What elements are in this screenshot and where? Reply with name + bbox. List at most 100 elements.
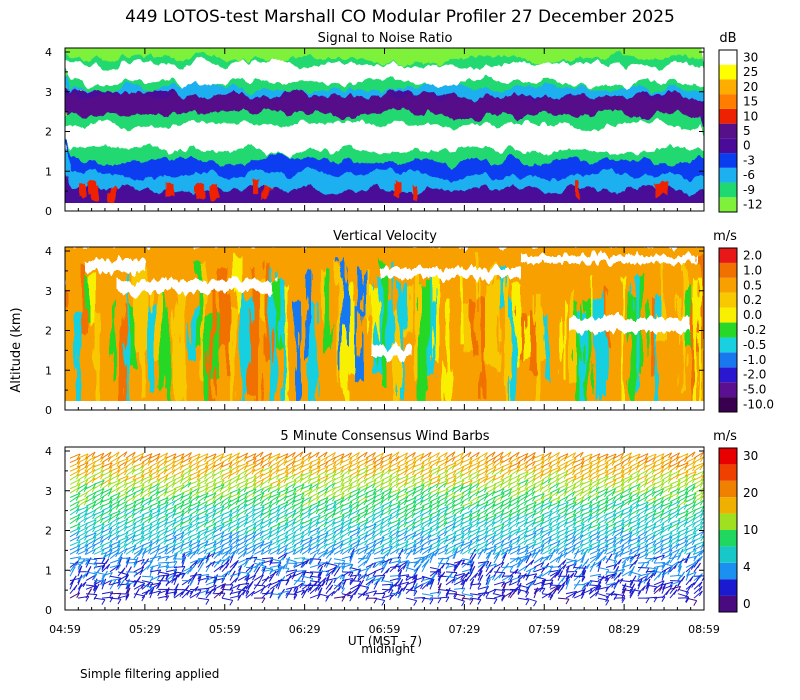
vv-streak — [190, 306, 195, 362]
wind-barb — [437, 488, 449, 494]
wind-barb — [693, 517, 704, 525]
wind-barb — [653, 457, 665, 463]
wind-barb — [589, 523, 601, 529]
wind-barb — [77, 573, 87, 581]
wind-barb — [125, 460, 136, 468]
wind-barb — [205, 453, 217, 459]
colorbar-label: 2.0 — [743, 248, 762, 262]
wind-barb — [205, 469, 216, 477]
figure-title: 449 LOTOS-test Marshall CO Modular Profi… — [125, 7, 675, 27]
vv-streak — [175, 285, 180, 401]
wind-barb — [341, 525, 352, 533]
wind-barb — [181, 578, 192, 586]
wind-barb — [269, 523, 281, 529]
vv-streak — [485, 279, 490, 365]
vv-streak — [280, 279, 285, 401]
wind-barb — [437, 457, 449, 463]
wind-barb — [325, 482, 336, 490]
vv-streak — [420, 286, 425, 401]
wind-barb — [517, 452, 529, 459]
vv-streak — [310, 303, 315, 401]
wind-barb — [285, 492, 297, 498]
colorbar-swatch — [719, 248, 737, 263]
wind-barb — [381, 580, 393, 583]
wind-barb — [677, 510, 689, 516]
wind-barb — [573, 461, 585, 468]
wind-barb — [605, 500, 617, 507]
wind-barb — [277, 471, 289, 477]
wind-barb — [389, 543, 400, 551]
wind-barb — [421, 466, 433, 472]
wind-barb — [389, 505, 401, 512]
wind-barb — [397, 475, 409, 481]
wind-barb — [261, 452, 272, 459]
vv-streak — [150, 304, 155, 393]
wind-barb — [333, 534, 344, 542]
wind-barb — [509, 461, 521, 468]
wind-barb — [373, 544, 385, 551]
wind-barb — [173, 453, 185, 459]
vv-streak — [85, 276, 90, 321]
wind-barb — [629, 483, 641, 490]
wind-barb — [373, 470, 385, 477]
wind-barb — [261, 456, 272, 463]
wind-barb — [277, 453, 289, 459]
wind-barb — [661, 503, 672, 512]
vv-streak — [500, 263, 505, 312]
wind-barb — [661, 501, 673, 507]
wind-barb — [653, 530, 664, 538]
wind-barb — [405, 531, 417, 538]
wind-barb — [445, 577, 456, 586]
colorbar-label: -3 — [743, 153, 755, 167]
wind-barb — [285, 569, 297, 573]
wind-barb — [341, 468, 352, 477]
colorbar-swatch — [719, 562, 737, 580]
wind-barb — [109, 517, 120, 525]
colorbar-swatch — [719, 292, 737, 308]
wind-barb — [669, 574, 682, 577]
wind-barb — [453, 597, 465, 602]
wind-barb — [437, 521, 448, 529]
wind-barb — [453, 572, 465, 577]
wind-barb — [541, 565, 553, 568]
wind-barb — [493, 456, 504, 463]
wind-barb — [285, 464, 296, 472]
wind-barb — [389, 584, 401, 587]
wind-barb — [581, 510, 593, 516]
wind-barb — [181, 452, 192, 459]
wind-barb — [677, 470, 689, 477]
vv-streak — [540, 308, 545, 364]
wind-barb — [437, 596, 449, 599]
wind-barb — [365, 492, 377, 498]
vv-streak — [260, 277, 265, 320]
wind-barb — [133, 536, 145, 542]
wind-barb — [533, 540, 545, 547]
wind-barb — [605, 509, 617, 516]
vv-streak — [395, 311, 400, 401]
wind-barb — [357, 593, 369, 596]
wind-barb — [157, 460, 168, 468]
wind-barb — [533, 567, 545, 573]
wind-barb — [669, 473, 680, 481]
colorbar-label: 1.0 — [743, 263, 762, 277]
wind-barb — [277, 525, 288, 533]
wind-barb — [325, 577, 337, 582]
wind-barb — [237, 588, 249, 592]
wind-barb — [341, 452, 352, 459]
colorbar-label: -0.5 — [743, 338, 766, 352]
wind-barb — [421, 534, 432, 542]
x-tick-label: 04:59 — [49, 623, 81, 636]
wind-barb — [661, 513, 672, 520]
vv-streak — [545, 311, 550, 383]
wind-barb — [309, 501, 321, 507]
vv-streak — [275, 281, 280, 350]
y-tick-label: 0 — [45, 404, 52, 417]
wind-barb — [253, 451, 264, 459]
colorbar-swatch — [719, 94, 737, 109]
y-tick-label: 3 — [45, 485, 52, 498]
wind-barb — [469, 503, 480, 512]
wind-barb — [589, 573, 601, 577]
wind-barb — [357, 509, 369, 516]
wind-barb — [149, 453, 161, 459]
wind-barb — [517, 573, 527, 581]
